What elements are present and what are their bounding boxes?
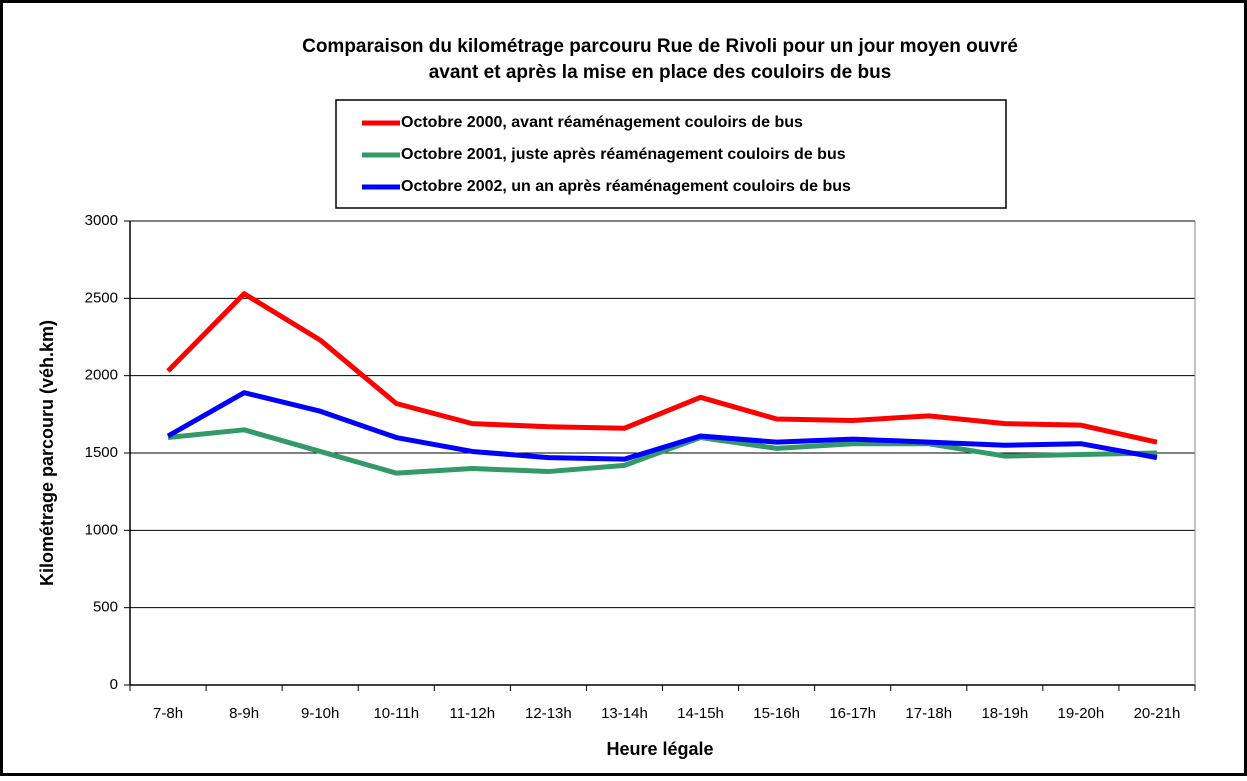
y-tick-label: 1500 [85,444,118,461]
y-tick-label: 1000 [85,521,118,538]
legend-label: Octobre 2002, un an après réaménagement … [401,178,851,195]
legend [335,99,1007,209]
x-tick-label: 11-12h [450,705,496,722]
x-tick-label: 19-20h [1058,705,1105,722]
x-tick-label: 20-21h [1134,705,1181,722]
series-line [166,291,1158,445]
x-tick-label: 18-19h [981,705,1028,722]
x-tick-label: 9-10h [301,705,339,722]
y-tick-label: 0 [110,676,118,693]
chart-title: Comparaison du kilométrage parcouru Rue … [302,36,1018,57]
chart-title: avant et après la mise en place des coul… [429,62,892,83]
y-axis-label: Kilométrage parcouru (véh.km) [37,320,57,586]
x-tick-label: 8-9h [229,705,259,722]
x-tick-label: 16-17h [829,705,876,722]
x-tick-label: 10-11h [373,705,419,722]
legend-label: Octobre 2001, juste après réaménagement … [401,146,846,163]
x-tick-label: 13-14h [601,705,648,722]
y-tick-label: 2000 [85,367,118,384]
x-axis-label: Heure légale [606,739,713,759]
y-tick-label: 2500 [85,289,118,306]
legend-label: Octobre 2000, avant réaménagement couloi… [401,114,803,131]
series-line [167,427,1158,476]
y-tick-label: 500 [93,599,118,616]
x-tick-label: 12-13h [525,705,572,722]
x-tick-label: 17-18h [905,705,952,722]
series-line [166,390,1158,462]
x-tick-label: 15-16h [753,705,800,722]
x-tick-label: 14-15h [677,705,724,722]
y-tick-label: 3000 [85,212,118,229]
x-tick-label: 7-8h [153,705,183,722]
